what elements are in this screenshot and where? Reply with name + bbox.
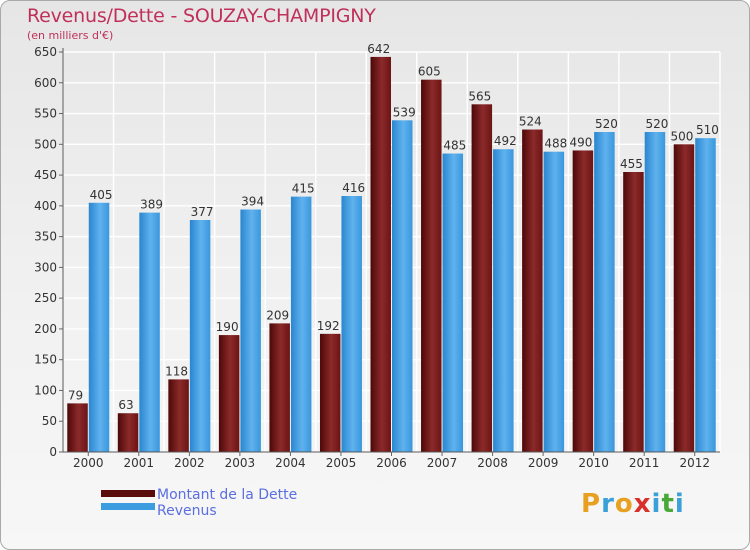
y-tick-label: 300: [34, 260, 57, 274]
data-label-revenus: 405: [90, 188, 113, 202]
chart-title: Revenus/Dette - SOUZAY-CHAMPIGNY: [27, 5, 376, 27]
legend-label-revenus: Revenus: [157, 503, 217, 519]
x-tick-label: 2009: [528, 456, 559, 470]
logo-letter: i: [674, 489, 685, 519]
bar-revenus: [594, 132, 615, 452]
x-tick-label: 2007: [427, 456, 458, 470]
logo-letter: i: [651, 489, 662, 519]
y-tick-label: 400: [34, 199, 57, 213]
data-label-dette: 524: [519, 115, 542, 129]
data-label-dette: 565: [468, 89, 491, 103]
data-label-revenus: 389: [140, 198, 163, 212]
data-label-dette: 79: [68, 388, 83, 402]
x-tick-label: 2002: [174, 456, 205, 470]
bar-dette: [218, 335, 240, 452]
bar-dette: [421, 79, 442, 452]
x-tick-label: 2004: [275, 456, 306, 470]
bar-dette: [67, 403, 88, 452]
x-tick-label: 2011: [629, 456, 660, 470]
data-label-revenus: 488: [544, 137, 567, 151]
data-label-dette: 118: [165, 364, 188, 378]
bar-revenus: [442, 153, 464, 453]
y-tick-label: 600: [34, 76, 57, 90]
bar-revenus: [88, 202, 110, 452]
bar-revenus: [290, 196, 312, 452]
y-tick-label: 500: [34, 137, 57, 151]
logo-letter: r: [601, 489, 615, 519]
data-label-revenus: 510: [696, 123, 719, 137]
logo-letter: t: [661, 489, 675, 519]
data-label-revenus: 520: [645, 117, 668, 131]
x-tick-label: 2010: [578, 456, 609, 470]
bar-revenus: [543, 151, 565, 452]
data-label-revenus: 485: [443, 139, 466, 153]
logo-letter: P: [581, 489, 602, 519]
x-tick-label: 2005: [326, 456, 357, 470]
x-tick-label: 2001: [124, 456, 155, 470]
bar-revenus: [644, 132, 666, 452]
x-tick-label: 2008: [477, 456, 508, 470]
x-tick-label: 2000: [73, 456, 104, 470]
bar-dette: [572, 150, 594, 452]
data-label-dette: 490: [569, 135, 592, 149]
data-label-dette: 209: [266, 308, 289, 322]
bar-dette: [168, 379, 189, 452]
data-label-revenus: 520: [595, 117, 618, 131]
logo-letter: x: [633, 489, 652, 519]
data-label-dette: 190: [216, 320, 239, 334]
bar-dette: [370, 56, 391, 453]
y-tick-label: 100: [34, 383, 57, 397]
bar-dette: [673, 144, 695, 453]
bar-revenus: [493, 149, 514, 452]
data-label-dette: 605: [418, 65, 441, 79]
logo-letter: o: [614, 489, 634, 519]
y-tick-label: 550: [34, 107, 57, 121]
bar-dette: [522, 129, 543, 453]
x-tick-label: 2012: [679, 456, 710, 470]
y-tick-label: 650: [34, 45, 57, 59]
data-label-revenus: 394: [241, 195, 264, 209]
bar-dette: [471, 104, 493, 453]
legend-swatch-revenus: [101, 503, 155, 510]
y-tick-label: 450: [34, 168, 57, 182]
bar-revenus: [139, 212, 160, 452]
data-label-revenus: 377: [191, 205, 214, 219]
bar-revenus: [240, 209, 261, 452]
bar-revenus: [189, 220, 211, 452]
legend-swatch-debt: [101, 490, 155, 497]
bar-revenus: [392, 120, 413, 453]
data-label-revenus: 539: [393, 105, 416, 119]
y-tick-label: 350: [34, 230, 57, 244]
proxiti-logo: Proxiti: [581, 489, 685, 519]
data-label-revenus: 416: [342, 181, 365, 195]
x-tick-label: 2003: [225, 456, 256, 470]
y-tick-label: 0: [49, 445, 57, 459]
y-tick-label: 50: [42, 414, 57, 428]
bar-dette: [319, 333, 341, 452]
x-tick-label: 2006: [376, 456, 407, 470]
chart-subtitle: (en milliers d'€): [27, 29, 114, 42]
bar-dette: [269, 323, 290, 452]
data-label-dette: 192: [317, 319, 340, 333]
data-label-dette: 455: [620, 157, 643, 171]
data-label-revenus: 415: [292, 182, 315, 196]
data-label-dette: 642: [367, 42, 390, 56]
data-label-dette: 500: [671, 129, 694, 143]
data-label-dette: 63: [118, 398, 133, 412]
legend-label-debt: Montant de la Dette: [157, 487, 298, 503]
y-tick-label: 200: [34, 322, 57, 336]
data-label-revenus: 492: [494, 134, 517, 148]
bar-dette: [623, 172, 644, 452]
bar-revenus: [695, 138, 716, 452]
y-tick-label: 250: [34, 291, 57, 305]
y-tick-label: 150: [34, 353, 57, 367]
bar-dette: [117, 413, 139, 452]
bar-revenus: [341, 196, 362, 452]
